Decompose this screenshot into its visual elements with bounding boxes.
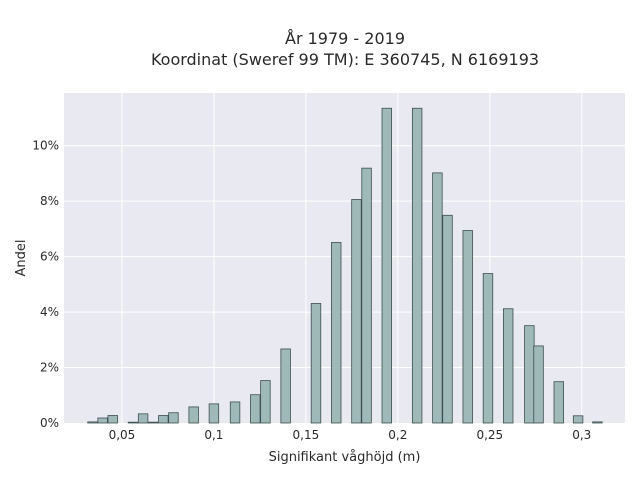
histogram-bar [503, 308, 514, 424]
histogram-bar [524, 325, 535, 424]
x-axis-ticks: 0,05 0,1 0,15 0,2 0,25 0,3 [109, 428, 592, 442]
y-axis-ticks: 0% 2% 4% 6% 8% 10% [32, 139, 59, 430]
histogram-bar [361, 167, 372, 424]
histogram-bar [148, 421, 159, 424]
chart-title-line-1: År 1979 - 2019 [285, 29, 405, 48]
histogram-bar [260, 380, 271, 424]
x-tick-label: 0,2 [388, 428, 407, 442]
y-axis-label: Andel [14, 240, 29, 277]
histogram-bar [310, 303, 322, 424]
histogram-bar [442, 214, 453, 424]
histogram-bar [280, 348, 291, 424]
y-tick-label: 4% [40, 305, 59, 319]
x-tick-label: 0,15 [293, 428, 320, 442]
histogram-bar [462, 230, 473, 424]
histogram-bar [87, 421, 98, 424]
histogram-bar [482, 273, 494, 424]
histogram-bar [592, 421, 603, 424]
histogram-bar [411, 107, 423, 424]
histogram-bar [97, 417, 108, 424]
histogram-bar [351, 199, 362, 424]
histogram-bar [168, 412, 179, 424]
histogram-bar [250, 394, 261, 424]
histogram-bar [158, 415, 169, 424]
y-tick-label: 0% [40, 416, 59, 430]
y-tick-label: 8% [40, 194, 59, 208]
histogram-bar [533, 345, 544, 424]
histogram-bar [381, 107, 392, 424]
histogram-bar [432, 172, 443, 424]
x-tick-label: 0,05 [109, 428, 136, 442]
chart-title: År 1979 - 2019 Koordinat (Sweref 99 TM):… [0, 28, 640, 70]
y-tick-label: 10% [32, 139, 59, 153]
x-tick-label: 0,1 [204, 428, 223, 442]
histogram-bar [107, 415, 118, 424]
x-tick-label: 0,3 [572, 428, 591, 442]
histogram-bar [572, 415, 584, 424]
x-axis-label: Signifikant våghöjd (m) [269, 450, 421, 465]
histogram-bar [137, 413, 149, 424]
bars [87, 107, 603, 424]
histogram-bar [127, 421, 139, 424]
histogram-bar [331, 242, 342, 424]
histogram-bar [553, 381, 564, 424]
histogram-bar [188, 406, 199, 424]
y-tick-label: 6% [40, 250, 59, 264]
x-tick-label: 0,25 [476, 428, 503, 442]
histogram-bar [229, 401, 241, 424]
y-tick-label: 2% [40, 361, 59, 375]
chart-title-line-2: Koordinat (Sweref 99 TM): E 360745, N 61… [150, 50, 540, 69]
histogram-bar [208, 403, 220, 424]
